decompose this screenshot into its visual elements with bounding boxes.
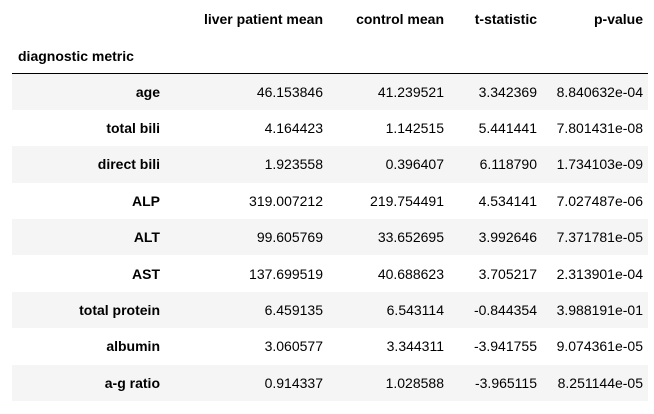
table-cell: -3.965115: [474, 374, 537, 391]
table-body: age 46.153846 41.239521 3.342369 8.840632e-0…: [12, 73, 648, 402]
index-name-row: diagnostic metric: [12, 38, 648, 74]
table-cell: 6.543114: [386, 302, 444, 319]
table-cell: 1.142515: [385, 120, 444, 137]
table-cell: 1.028588: [385, 374, 444, 391]
table-cell: 137.699519: [249, 265, 323, 282]
table-cell: 46.153846: [256, 83, 323, 100]
table-row: age 46.153846 41.239521 3.342369 8.840632e-0…: [12, 73, 648, 110]
table-row: ALP 319.007212 219.754491 4.534141 7.027487e…: [12, 183, 648, 219]
index-name: diagnostic metric: [12, 38, 165, 74]
table-cell: 3.342369: [478, 83, 537, 100]
table-cell: 7.027487e-06: [556, 192, 643, 209]
table-cell: 4.534141: [478, 192, 537, 209]
header-blank: [542, 38, 648, 74]
table-cell: 5.441441: [478, 120, 537, 137]
row-label: ALP: [132, 192, 160, 209]
table-cell: 0.396407: [385, 156, 444, 173]
row-label: ALT: [133, 229, 160, 246]
table-cell: 319.007212: [249, 192, 323, 209]
table-cell: 1.923558: [264, 156, 323, 173]
table-cell: 7.371781e-05: [556, 229, 643, 246]
table-cell: 1.734103e-09: [556, 156, 643, 173]
table-cell: 8.840632e-04: [556, 83, 643, 100]
row-label: albumin: [106, 338, 160, 355]
table-cell: 99.605769: [256, 229, 323, 246]
row-label: total bili: [106, 120, 160, 137]
table-cell: 7.801431e-08: [556, 120, 643, 137]
table-row: direct bili 1.923558 0.396407 6.118790 1.734…: [12, 146, 648, 183]
table-cell: -0.844354: [473, 302, 537, 319]
header-corner: [12, 0, 165, 38]
column-header: p-value: [593, 11, 643, 27]
column-header: liver patient mean: [203, 11, 323, 27]
table-row: ALT 99.605769 33.652695 3.992646 7.371781e-0…: [12, 219, 648, 256]
row-label: direct bili: [97, 156, 160, 173]
table-cell: 2.313901e-04: [556, 265, 643, 282]
header-blank: [449, 38, 542, 74]
table-cell: 9.074361e-05: [556, 338, 643, 355]
table-cell: 3.988191e-01: [556, 302, 643, 319]
table-cell: 3.992646: [478, 229, 537, 246]
table-cell: 3.705217: [478, 265, 537, 282]
table-cell: 3.060577: [264, 338, 323, 355]
table-cell: 3.344311: [386, 338, 444, 355]
row-label: age: [135, 83, 160, 100]
table-row: a-g ratio 0.914337 1.028588 -3.965115 8.2511…: [12, 364, 648, 402]
table-cell: 219.754491: [370, 192, 444, 209]
header-blank: [165, 38, 328, 74]
table-cell: 8.251144e-05: [557, 374, 643, 391]
table-cell: 4.164423: [264, 120, 323, 137]
table-cell: 0.914337: [264, 374, 323, 391]
row-label: a-g ratio: [104, 374, 160, 391]
table-row: AST 137.699519 40.688623 3.705217 2.313901e-…: [12, 255, 648, 291]
dataframe-table: liver patient mean control mean t-statis…: [12, 0, 648, 402]
column-header: control mean: [356, 11, 444, 27]
table-cell: 6.118790: [479, 156, 537, 173]
table-row: total protein 6.459135 6.543114 -0.844354 3.…: [12, 291, 648, 329]
table-cell: 6.459135: [264, 302, 323, 319]
table-cell: 41.239521: [377, 83, 444, 100]
column-header: t-statistic: [474, 11, 537, 27]
table-cell: 40.688623: [377, 265, 444, 282]
header-blank: [328, 38, 449, 74]
table-row: albumin 3.060577 3.344311 -3.941755 9.074361…: [12, 328, 648, 364]
column-header-row: liver patient mean control mean t-statis…: [12, 0, 648, 38]
row-label: total protein: [79, 302, 160, 319]
row-label: AST: [132, 265, 160, 282]
table-header: liver patient mean control mean t-statis…: [12, 0, 648, 74]
table-cell: 33.652695: [377, 229, 444, 246]
table-row: total bili 4.164423 1.142515 5.441441 7.8014…: [12, 110, 648, 146]
table-cell: -3.941755: [473, 338, 537, 355]
